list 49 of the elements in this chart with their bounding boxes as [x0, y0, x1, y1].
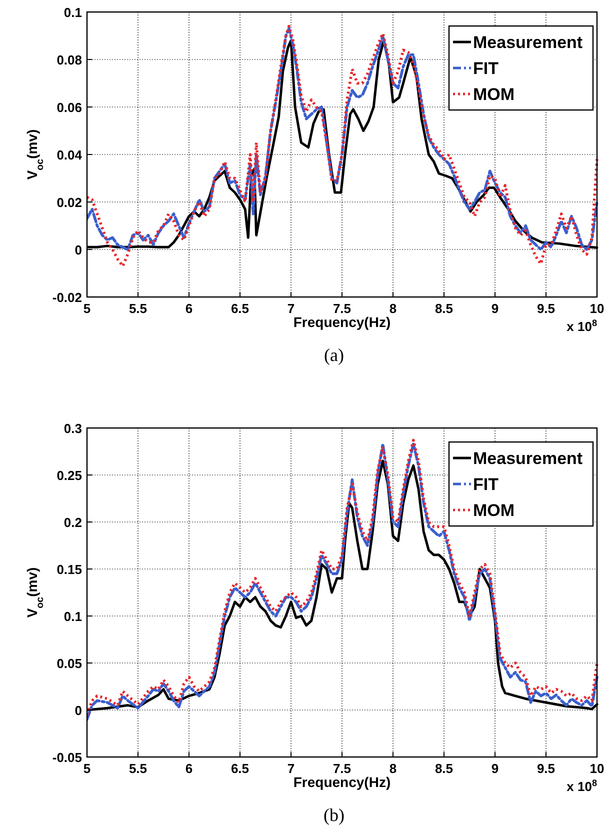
x-tick-label: 7: [287, 761, 295, 776]
legend-label: Measurement: [473, 449, 583, 468]
x-tick-label: 9.5: [536, 761, 556, 776]
y-tick-label: 0.04: [56, 148, 83, 162]
text: x 10$^{8}$: [566, 778, 597, 794]
x-tick-label: 6.5: [230, 301, 250, 316]
x-tick-label: 5: [83, 761, 91, 776]
legend-label: MOM: [473, 85, 515, 104]
x-tick-label: 7: [287, 301, 295, 316]
y-tick-label: 0.06: [56, 100, 82, 115]
x-tick-label: 7.5: [332, 761, 352, 776]
y-tick-label: 0.05: [56, 656, 82, 671]
x-tick-label: 8.5: [434, 761, 454, 776]
x-tick-label: 10: [590, 761, 604, 776]
y-tick-label: 0.3: [64, 421, 82, 436]
x-tick-label: 8: [389, 301, 397, 316]
legend-label: FIT: [473, 59, 500, 78]
y-tick-label: -0.05: [52, 750, 82, 765]
x-tick-label: 7.5: [332, 301, 352, 316]
x-tick-label: 10: [590, 301, 604, 316]
y-tick-label: 0.25: [56, 468, 82, 483]
text: (b): [324, 805, 344, 825]
text: (a): [324, 345, 344, 365]
y-tick-label: 0.1: [64, 609, 82, 624]
legend-label: FIT: [473, 475, 500, 494]
x-axis-title: Frequency(Hz): [293, 314, 391, 330]
x-tick-label: 5: [83, 301, 91, 316]
x-tick-label: 9: [491, 761, 499, 776]
y-tick-label: 0: [74, 242, 82, 258]
legend-label: Measurement: [473, 33, 583, 52]
y-tick-label: 0.2: [64, 515, 82, 530]
x-tick-label: 5.5: [128, 301, 148, 316]
y-tick-label: 0.1: [64, 5, 82, 20]
y-tick-label: 0.08: [56, 52, 82, 68]
legend-label: MOM: [473, 501, 515, 520]
y-tick-label: 0.15: [56, 562, 82, 577]
x-axis-title: Frequency(Hz): [293, 774, 391, 790]
x-tick-label: 5.5: [128, 761, 148, 776]
x-tick-label: 8: [389, 761, 397, 776]
text: x 10$^{8}$: [566, 318, 597, 334]
x-tick-label: 9.5: [536, 301, 556, 316]
x-tick-label: 6: [185, 301, 193, 316]
y-tick-label: 0: [74, 703, 82, 718]
x-tick-label: 9: [491, 301, 499, 316]
x-tick-label: 6: [185, 761, 193, 776]
x-tick-label: 6.5: [230, 761, 250, 776]
x-tick-label: 8.5: [434, 301, 454, 316]
y-tick-label: 0.02: [56, 195, 82, 210]
y-tick-label: -0.02: [52, 290, 82, 305]
